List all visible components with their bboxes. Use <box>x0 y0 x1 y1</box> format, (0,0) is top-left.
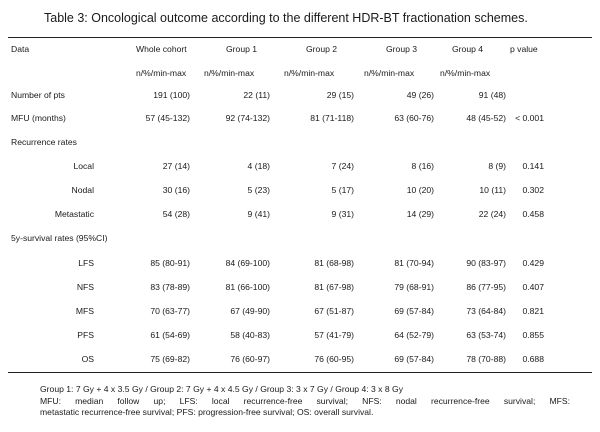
header-data: Data <box>11 44 30 54</box>
cell-nodal-g3: 10 (20) <box>406 185 434 195</box>
section-heading-recurrence: Recurrence rates <box>11 137 77 147</box>
cell-metastatic-g1: 9 (41) <box>247 209 270 219</box>
row-label-nfs: NFS <box>76 282 94 292</box>
subheader-group-2: n/%/min-max <box>284 68 335 78</box>
table-top-rule <box>8 37 592 38</box>
cell-npts-g2: 29 (15) <box>326 90 354 100</box>
subheader-whole-cohort: n/%/min-max <box>136 68 187 78</box>
cell-nfs-g3: 79 (68-91) <box>394 282 434 292</box>
cell-mfs-whole: 70 (63-77) <box>150 306 190 316</box>
cell-metastatic-p: 0.458 <box>522 209 544 219</box>
cell-mfs-g1: 67 (49-90) <box>230 306 270 316</box>
cell-local-g3: 8 (16) <box>411 161 434 171</box>
cell-mfs-g2: 67 (51-87) <box>314 306 354 316</box>
row-label-local: Local <box>73 161 94 171</box>
cell-os-g3: 69 (57-84) <box>394 354 434 364</box>
cell-pfs-g4: 63 (53-74) <box>466 330 506 340</box>
cell-mfs-g3: 69 (57-84) <box>394 306 434 316</box>
cell-mfu-p: < 0.001 <box>515 113 544 123</box>
cell-lfs-g4: 90 (83-97) <box>466 258 506 268</box>
cell-pfs-g1: 58 (40-83) <box>230 330 270 340</box>
cell-nfs-g1: 81 (66-100) <box>225 282 270 292</box>
cell-os-p: 0.688 <box>522 354 544 364</box>
cell-metastatic-g4: 22 (24) <box>478 209 506 219</box>
subheader-group-1: n/%/min-max <box>204 68 255 78</box>
footnote-group-definitions: Group 1: 7 Gy + 4 x 3.5 Gy / Group 2: 7 … <box>40 384 404 394</box>
cell-os-g4: 78 (70-88) <box>466 354 506 364</box>
cell-mfs-p: 0.821 <box>522 306 544 316</box>
cell-lfs-whole: 85 (80-91) <box>150 258 190 268</box>
section-heading-survival: 5y-survival rates (95%CI) <box>11 233 108 243</box>
footnote-abbreviations-2: metastatic recurrence-free survival; PFS… <box>40 407 374 417</box>
header-group-1: Group 1 <box>226 44 258 54</box>
subheader-group-4: n/%/min-max <box>440 68 491 78</box>
cell-local-g1: 4 (18) <box>247 161 270 171</box>
cell-lfs-g2: 81 (68-98) <box>314 258 354 268</box>
cell-metastatic-g2: 9 (31) <box>331 209 354 219</box>
row-label-number-of-pts: Number of pts <box>11 90 65 100</box>
header-whole-cohort: Whole cohort <box>136 44 187 54</box>
header-group-3: Group 3 <box>386 44 418 54</box>
cell-npts-whole: 191 (100) <box>153 90 190 100</box>
table-caption: Table 3: Oncological outcome according t… <box>44 11 528 25</box>
footnote-abbreviations-1: MFU: median follow up; LFS: local recurr… <box>40 395 570 406</box>
cell-os-g2: 76 (60-95) <box>314 354 354 364</box>
cell-metastatic-whole: 54 (28) <box>162 209 190 219</box>
row-label-os: OS <box>81 354 94 364</box>
row-label-nodal: Nodal <box>71 185 94 195</box>
cell-npts-g4: 91 (48) <box>478 90 506 100</box>
cell-os-g1: 76 (60-97) <box>230 354 270 364</box>
table-bottom-rule <box>8 372 592 373</box>
cell-pfs-g2: 57 (41-79) <box>314 330 354 340</box>
cell-lfs-p: 0.429 <box>522 258 544 268</box>
cell-local-g2: 7 (24) <box>331 161 354 171</box>
row-label-mfs: MFS <box>75 306 94 316</box>
row-label-lfs: LFS <box>78 258 94 268</box>
row-label-pfs: PFS <box>77 330 94 340</box>
cell-local-g4: 8 (9) <box>488 161 506 171</box>
row-label-metastatic: Metastatic <box>54 209 94 219</box>
cell-mfs-g4: 73 (64-84) <box>466 306 506 316</box>
cell-mfu-g1: 92 (74-132) <box>225 113 270 123</box>
cell-pfs-g3: 64 (52-79) <box>394 330 434 340</box>
row-label-mfu: MFU (months) <box>11 113 66 123</box>
cell-local-whole: 27 (14) <box>162 161 190 171</box>
cell-mfu-g4: 48 (45-52) <box>466 113 506 123</box>
header-p-value: p value <box>510 44 538 54</box>
cell-mfu-whole: 57 (45-132) <box>145 113 190 123</box>
cell-nodal-g4: 10 (11) <box>479 185 506 195</box>
cell-npts-g1: 22 (11) <box>243 90 270 100</box>
cell-nodal-g2: 5 (17) <box>331 185 354 195</box>
cell-metastatic-g3: 14 (29) <box>406 209 434 219</box>
cell-local-p: 0.141 <box>522 161 544 171</box>
cell-os-whole: 75 (69-82) <box>150 354 190 364</box>
subheader-group-3: n/%/min-max <box>364 68 415 78</box>
cell-nfs-g4: 86 (77-95) <box>466 282 506 292</box>
cell-mfu-g3: 63 (60-76) <box>394 113 434 123</box>
cell-lfs-g1: 84 (69-100) <box>225 258 270 268</box>
cell-npts-g3: 49 (26) <box>406 90 434 100</box>
cell-nfs-p: 0.407 <box>522 282 544 292</box>
cell-nodal-whole: 30 (16) <box>162 185 190 195</box>
header-group-4: Group 4 <box>452 44 484 54</box>
cell-lfs-g3: 81 (70-94) <box>394 258 434 268</box>
table-footnote: Group 1: 7 Gy + 4 x 3.5 Gy / Group 2: 7 … <box>40 384 570 419</box>
cell-nodal-p: 0.302 <box>522 185 544 195</box>
cell-nfs-g2: 81 (67-98) <box>314 282 354 292</box>
cell-nfs-whole: 83 (78-89) <box>150 282 190 292</box>
cell-pfs-p: 0.855 <box>522 330 544 340</box>
cell-mfu-g2: 81 (71-118) <box>310 113 354 123</box>
cell-pfs-whole: 61 (54-69) <box>150 330 190 340</box>
cell-nodal-g1: 5 (23) <box>247 185 270 195</box>
header-group-2: Group 2 <box>306 44 338 54</box>
